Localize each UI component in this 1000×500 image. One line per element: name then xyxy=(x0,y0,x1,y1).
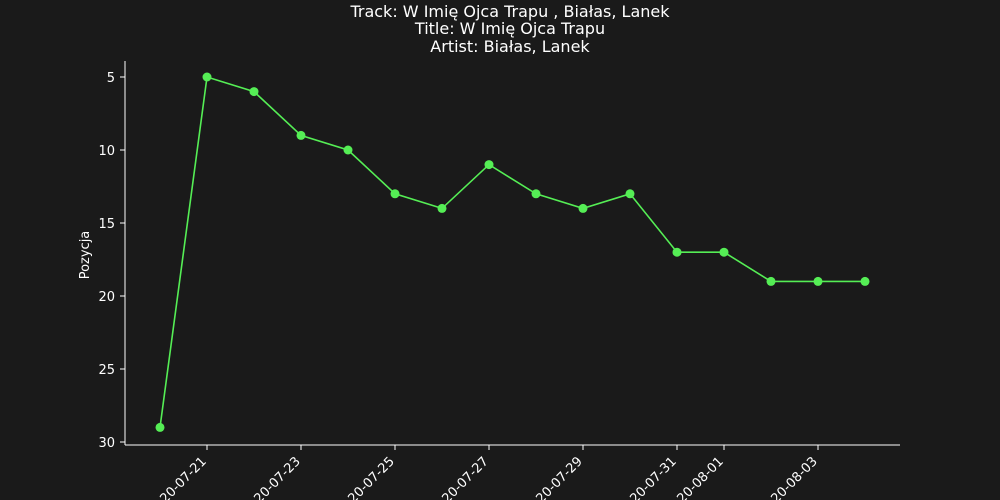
data-point xyxy=(625,189,635,199)
y-axis-label: Pozycja xyxy=(78,231,93,280)
data-point xyxy=(296,130,306,140)
data-point xyxy=(578,203,588,213)
data-point xyxy=(672,247,682,257)
data-point xyxy=(860,276,870,286)
data-point xyxy=(155,422,165,432)
data-point xyxy=(484,160,494,170)
data-point xyxy=(390,189,400,199)
series-line xyxy=(159,75,865,428)
data-point xyxy=(249,87,259,97)
title-line-title: Title: W Imię Ojca Trapu xyxy=(414,19,605,38)
data-point xyxy=(202,72,212,82)
y-tick-label: 20 xyxy=(98,290,115,305)
title-line-track: Track: W Imię Ojca Trapu , Białas, Lanek xyxy=(349,2,670,21)
y-tick-label: 5 xyxy=(107,71,115,86)
y-tick-label: 15 xyxy=(98,217,115,232)
data-point xyxy=(766,276,776,286)
y-axis-ticks: 5 10 15 20 25 30 xyxy=(98,71,125,451)
data-point xyxy=(813,276,823,286)
chart-title: Track: W Imię Ojca Trapu , Białas, Lanek… xyxy=(349,2,670,56)
series-polyline xyxy=(159,75,865,428)
data-point xyxy=(531,189,541,199)
y-tick-label: 10 xyxy=(98,144,115,159)
data-point xyxy=(719,247,729,257)
y-tick-label: 30 xyxy=(98,436,115,451)
y-tick-label: 25 xyxy=(98,363,115,378)
data-point xyxy=(343,145,353,155)
series-points xyxy=(155,72,870,432)
title-line-artist: Artist: Białas, Lanek xyxy=(430,37,590,56)
data-point xyxy=(437,203,447,213)
